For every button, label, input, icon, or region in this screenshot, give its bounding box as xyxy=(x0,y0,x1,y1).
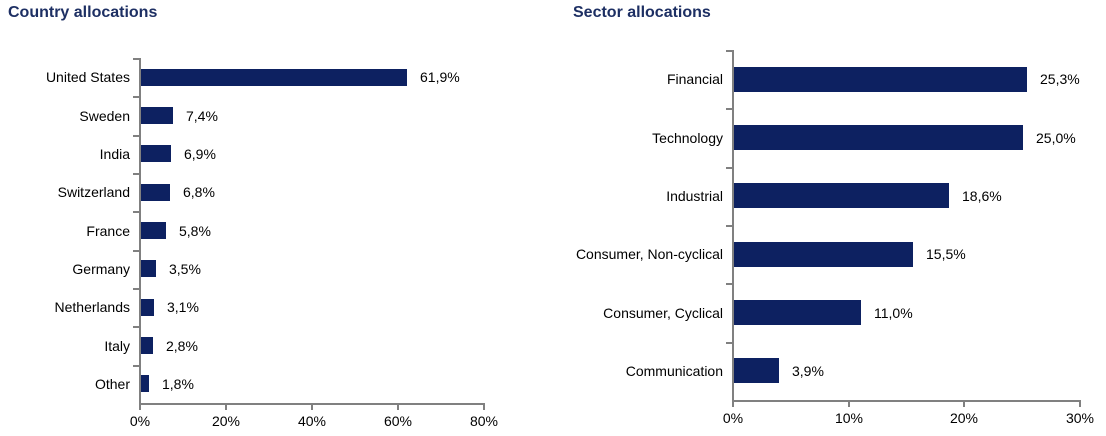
y-axis-tick xyxy=(133,365,139,367)
category-label: Switzerland xyxy=(57,184,130,200)
bar-netherlands xyxy=(141,299,154,316)
y-axis-tick xyxy=(726,283,732,285)
value-label: 25,3% xyxy=(1040,71,1080,87)
value-label: 25,0% xyxy=(1036,130,1076,146)
y-axis-tick xyxy=(726,342,732,344)
x-tick-label: 30% xyxy=(1065,410,1095,426)
category-label: Financial xyxy=(666,71,723,87)
x-axis-tick xyxy=(397,405,399,410)
y-axis-tick xyxy=(726,225,732,227)
value-label: 6,8% xyxy=(183,184,215,200)
y-axis-tick xyxy=(726,167,732,169)
y-axis-tick xyxy=(133,173,139,175)
bar-communication xyxy=(734,358,779,383)
y-axis-line xyxy=(139,58,141,405)
category-label: Italy xyxy=(104,338,130,354)
y-axis-tick xyxy=(133,250,139,252)
x-axis-tick xyxy=(225,405,227,410)
bar-switzerland xyxy=(141,184,170,201)
x-axis-tick xyxy=(848,402,850,407)
bar-france xyxy=(141,222,166,239)
bar-technology xyxy=(734,125,1023,150)
x-tick-label: 20% xyxy=(949,410,979,426)
x-axis-tick xyxy=(732,402,734,407)
category-label: Communication xyxy=(625,363,723,379)
x-tick-label: 80% xyxy=(469,413,499,429)
y-axis-tick xyxy=(726,50,732,52)
category-label: United States xyxy=(45,69,130,85)
x-tick-label: 60% xyxy=(383,413,413,429)
sector-allocations-title: Sector allocations xyxy=(573,4,711,21)
category-label: France xyxy=(86,223,130,239)
value-label: 15,5% xyxy=(926,246,966,262)
x-tick-label: 20% xyxy=(211,413,241,429)
x-tick-label: 0% xyxy=(129,413,151,429)
y-axis-tick xyxy=(133,58,139,60)
value-label: 61,9% xyxy=(420,69,460,85)
value-label: 6,9% xyxy=(184,146,216,162)
bar-india xyxy=(141,145,171,162)
value-label: 3,5% xyxy=(169,261,201,277)
x-axis-tick xyxy=(963,402,965,407)
category-label: India xyxy=(99,146,130,162)
value-label: 7,4% xyxy=(186,108,218,124)
category-label: Sweden xyxy=(79,108,130,124)
y-axis-tick xyxy=(726,108,732,110)
bar-industrial xyxy=(734,183,949,208)
value-label: 3,1% xyxy=(167,299,199,315)
bar-united-states xyxy=(141,69,407,86)
value-label: 2,8% xyxy=(166,338,198,354)
x-axis-tick xyxy=(483,405,485,410)
category-label: Consumer, Non-cyclical xyxy=(575,246,723,262)
value-label: 3,9% xyxy=(792,363,824,379)
category-label: Other xyxy=(94,376,130,392)
y-axis-tick xyxy=(133,326,139,328)
category-label: Germany xyxy=(72,261,130,277)
x-axis-tick xyxy=(311,405,313,410)
category-label: Consumer, Cyclical xyxy=(603,305,723,321)
bar-financial xyxy=(734,67,1027,92)
y-axis-line xyxy=(732,50,734,402)
x-axis-line xyxy=(139,403,485,405)
x-tick-label: 40% xyxy=(297,413,327,429)
value-label: 11,0% xyxy=(874,305,913,321)
x-tick-label: 10% xyxy=(834,410,864,426)
category-label: Technology xyxy=(652,130,723,146)
bar-consumer-non-cyclical xyxy=(734,242,913,267)
y-axis-tick xyxy=(133,96,139,98)
value-label: 1,8% xyxy=(162,376,194,392)
category-label: Netherlands xyxy=(54,299,131,315)
country-allocations-title: Country allocations xyxy=(8,4,158,21)
bar-germany xyxy=(141,260,156,277)
bar-sweden xyxy=(141,107,173,124)
x-axis-tick xyxy=(1079,402,1081,407)
x-tick-label: 0% xyxy=(722,410,744,426)
x-axis-line xyxy=(732,400,1081,402)
value-label: 5,8% xyxy=(179,223,211,239)
y-axis-tick xyxy=(133,288,139,290)
x-axis-tick xyxy=(139,405,141,410)
bar-consumer-cyclical xyxy=(734,300,861,325)
bar-italy xyxy=(141,337,153,354)
y-axis-tick xyxy=(133,211,139,213)
y-axis-tick xyxy=(133,135,139,137)
value-label: 18,6% xyxy=(962,188,1002,204)
bar-other xyxy=(141,375,149,392)
category-label: Industrial xyxy=(666,188,723,204)
